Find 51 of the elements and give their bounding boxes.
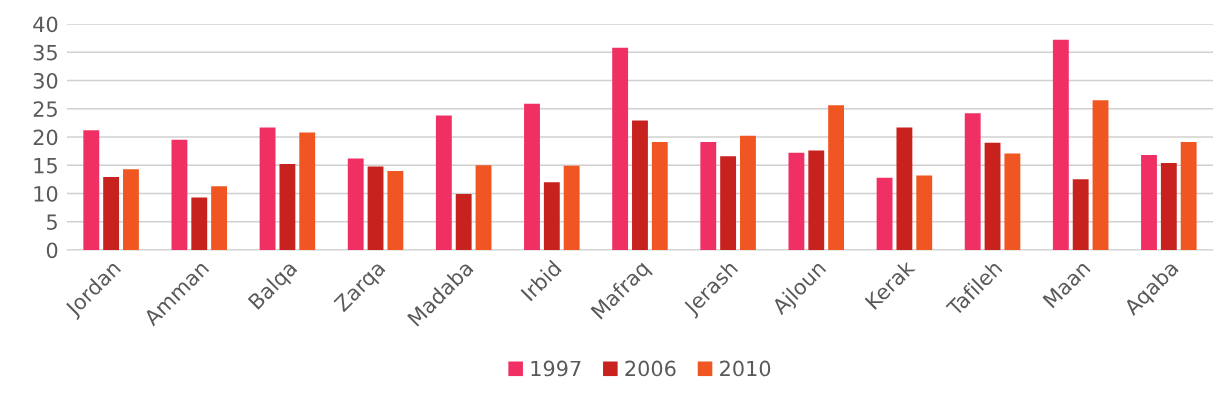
bar — [279, 164, 296, 250]
bar — [259, 127, 276, 250]
bar — [984, 142, 1001, 250]
bar — [83, 130, 100, 250]
bar — [347, 158, 364, 250]
y-tick-label: 20 — [33, 129, 58, 146]
bar — [475, 165, 492, 250]
bar — [740, 135, 756, 250]
bar — [720, 156, 737, 250]
y-tick-label: 5 — [47, 214, 57, 230]
bar — [964, 113, 981, 250]
y-tick-label: 30 — [33, 72, 58, 89]
bar — [103, 177, 120, 250]
bar — [788, 152, 805, 250]
bar — [299, 132, 316, 250]
bar — [1180, 142, 1197, 250]
legend-label: 2006 — [625, 360, 676, 377]
bar — [435, 115, 452, 250]
bar — [700, 142, 717, 250]
bar — [896, 127, 913, 250]
bar — [828, 105, 845, 250]
legend-label: 2010 — [720, 360, 771, 377]
bar — [1072, 179, 1089, 250]
bar — [1004, 153, 1021, 250]
bar — [1052, 39, 1069, 250]
bar — [191, 197, 208, 250]
bar — [876, 177, 893, 250]
y-tick-label: 40 — [33, 16, 58, 33]
bar — [211, 186, 228, 250]
bar — [651, 142, 668, 250]
bar — [563, 165, 580, 250]
bar — [171, 139, 188, 250]
bar — [524, 103, 540, 250]
y-tick-label: 0 — [46, 242, 58, 259]
bar — [916, 175, 933, 250]
bar — [1092, 100, 1109, 250]
y-tick-label: 25 — [33, 101, 57, 117]
bar — [367, 166, 384, 250]
bar — [1160, 162, 1177, 250]
bar — [123, 169, 139, 250]
bar — [387, 170, 404, 250]
bar — [612, 47, 629, 250]
bar — [632, 120, 648, 250]
bar — [1141, 155, 1157, 250]
y-tick-label: 35 — [33, 44, 57, 61]
y-tick-label: 15 — [34, 157, 57, 174]
legend-label: 1997 — [531, 360, 581, 377]
y-tick-label: 10 — [34, 185, 58, 202]
bar — [543, 182, 560, 250]
bar — [808, 150, 825, 250]
bar — [455, 194, 472, 250]
